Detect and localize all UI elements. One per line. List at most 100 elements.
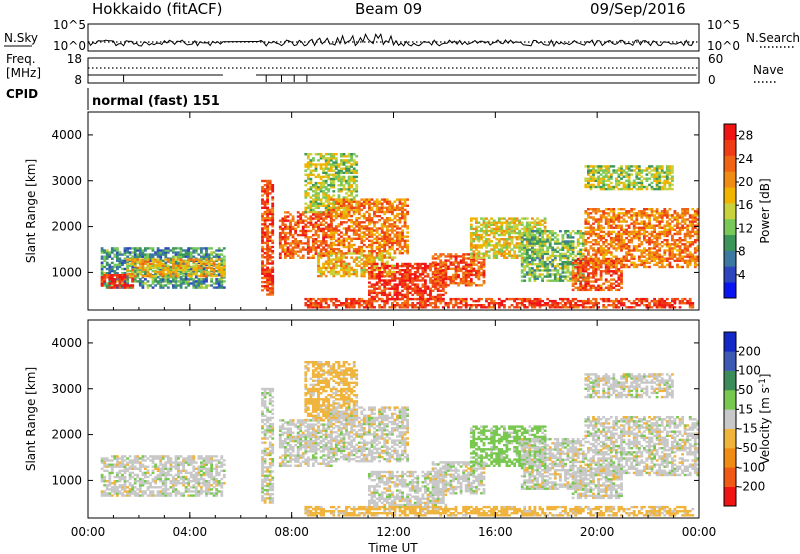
- data-cell: [355, 229, 359, 232]
- data-cell: [385, 198, 389, 201]
- data-cell: [327, 223, 331, 226]
- data-cell: [146, 270, 150, 274]
- data-cell: [334, 200, 338, 203]
- data-cell: [110, 257, 114, 260]
- data-cell: [480, 217, 483, 220]
- data-cell: [200, 266, 203, 270]
- data-cell: [383, 210, 387, 214]
- data-cell: [602, 270, 606, 273]
- data-cell: [457, 261, 460, 264]
- data-cell: [271, 229, 275, 232]
- data-cell: [406, 247, 409, 251]
- data-cell: [192, 282, 196, 285]
- data-cell: [416, 287, 420, 290]
- data-cell: [116, 284, 119, 287]
- data-cell: [505, 227, 509, 231]
- data-cell: [337, 206, 341, 209]
- data-cell: [587, 280, 590, 283]
- data-cell: [375, 293, 379, 297]
- data-cell: [406, 252, 409, 255]
- data-cell: [597, 220, 600, 223]
- data-cell: [296, 225, 300, 229]
- data-cell: [485, 252, 488, 255]
- data-cell: [393, 225, 397, 228]
- data-cell: [138, 282, 142, 285]
- data-cell: [362, 268, 366, 272]
- data-cell: [154, 260, 157, 263]
- data-cell: [388, 252, 392, 255]
- data-cell: [312, 163, 315, 166]
- data-cell: [334, 206, 338, 209]
- data-cell: [373, 225, 376, 228]
- data-cell: [322, 270, 325, 274]
- data-cell: [337, 196, 341, 199]
- data-cell: [620, 299, 623, 303]
- data-cell: [411, 273, 415, 276]
- data-cell: [329, 241, 333, 245]
- data-cell: [406, 302, 409, 305]
- data-cell: [329, 210, 333, 214]
- data-cell: [383, 281, 387, 284]
- data-cell: [556, 277, 560, 280]
- data-cell: [314, 190, 318, 193]
- data-cell: [268, 212, 272, 216]
- data-cell: [375, 291, 379, 295]
- data-cell: [189, 255, 193, 258]
- data-cell: [192, 251, 196, 254]
- data-cell: [434, 263, 437, 266]
- data-cell: [594, 272, 598, 275]
- data-cell: [200, 262, 203, 265]
- data-cell: [317, 262, 320, 265]
- data-cell: [480, 227, 483, 231]
- data-cell: [179, 260, 183, 263]
- data-cell: [322, 219, 325, 222]
- data-cell: [309, 306, 313, 309]
- data-cell: [436, 273, 440, 276]
- data-cell: [309, 181, 313, 185]
- data-cell: [340, 206, 343, 209]
- data-cell: [284, 225, 287, 229]
- data-cell: [317, 173, 320, 176]
- data-cell: [327, 215, 331, 218]
- data-cell: [373, 291, 376, 295]
- data-cell: [368, 221, 371, 224]
- data-cell: [133, 264, 137, 267]
- data-cell: [110, 269, 114, 273]
- data-cell: [365, 258, 369, 261]
- data-cell: [665, 302, 669, 305]
- data-cell: [324, 233, 328, 237]
- data-cell: [184, 278, 188, 281]
- data-cell: [490, 217, 493, 220]
- data-cell: [604, 259, 608, 262]
- data-cell: [505, 223, 509, 226]
- data-cell: [533, 250, 537, 253]
- data-cell: [266, 235, 269, 238]
- data-cell: [121, 282, 124, 285]
- data-cell: [604, 270, 608, 273]
- data-cell: [485, 240, 488, 243]
- data-cell: [447, 253, 450, 256]
- data-cell: [434, 304, 437, 307]
- data-cell: [281, 221, 285, 224]
- data-cell: [401, 204, 404, 207]
- data-cell: [543, 261, 547, 264]
- data-cell: [480, 252, 483, 255]
- data-cell: [615, 247, 618, 250]
- data-cell: [454, 297, 458, 301]
- data-cell: [312, 306, 315, 309]
- data-cell: [159, 274, 163, 278]
- data-cell: [533, 297, 537, 301]
- data-cell: [411, 289, 415, 292]
- data-cell: [128, 262, 132, 265]
- data-cell: [627, 306, 631, 309]
- data-cell: [362, 217, 366, 220]
- data-cell: [329, 248, 333, 251]
- data-cell: [487, 225, 491, 229]
- data-cell: [332, 169, 336, 172]
- data-cell: [597, 234, 600, 238]
- data-cell: [632, 302, 636, 305]
- data-cell: [561, 234, 565, 237]
- data-cell: [334, 177, 338, 181]
- data-cell: [469, 217, 473, 220]
- data-cell: [164, 251, 168, 254]
